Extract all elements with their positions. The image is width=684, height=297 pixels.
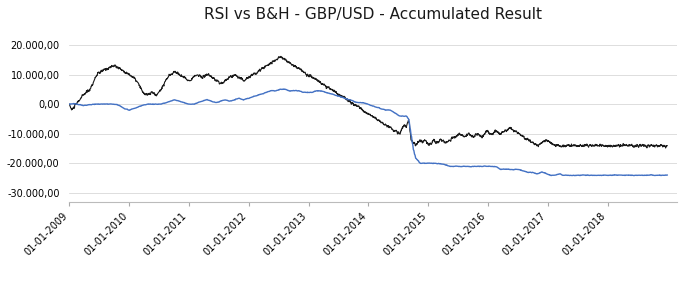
Line: Accumulated result - B&H: Accumulated result - B&H bbox=[69, 56, 667, 148]
Title: RSI vs B&H - GBP/USD - Accumulated Result: RSI vs B&H - GBP/USD - Accumulated Resul… bbox=[204, 7, 542, 22]
Line: Accumulated result - RSI: Accumulated result - RSI bbox=[69, 89, 667, 176]
